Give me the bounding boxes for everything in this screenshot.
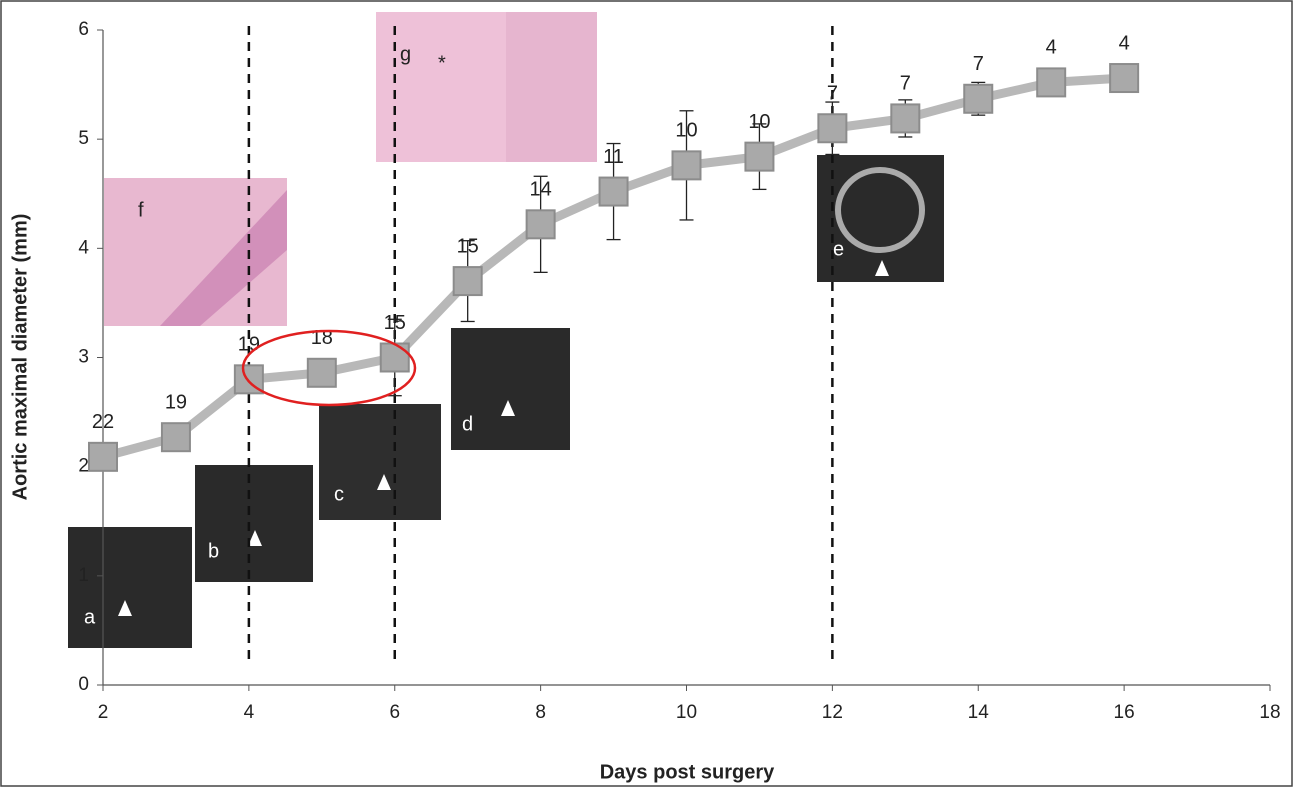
inset-mark: * [438,52,446,74]
x-tick-label: 14 [968,702,990,723]
data-label: 10 [748,111,770,133]
x-tick-label: 6 [389,702,400,723]
y-tick-label: 0 [78,674,89,695]
marker [891,104,919,132]
y-tick-label: 2 [78,456,89,477]
marker [454,267,482,295]
frame [1,1,1292,786]
x-tick-label: 10 [676,702,697,723]
data-label: 4 [1046,37,1057,59]
x-tick-label: 4 [244,702,255,723]
marker [89,443,117,471]
inset-letter: b [208,540,219,562]
x-axis-label: Days post surgery [600,761,775,783]
inset-letter: a [84,606,96,628]
data-label: 15 [457,235,479,257]
marker [381,344,409,372]
marker [964,85,992,113]
y-tick-label: 3 [78,347,89,368]
data-label: 7 [973,53,984,75]
data-label: 7 [827,83,838,105]
inset-letter: d [462,413,473,435]
data-label: 7 [900,73,911,95]
y-tick-label: 6 [78,19,89,40]
data-label: 4 [1119,32,1130,54]
data-label: 10 [675,120,697,142]
marker [1110,64,1138,92]
marker [745,143,773,171]
y-tick-label: 1 [78,565,89,586]
x-tick-label: 18 [1259,702,1280,723]
x-tick-label: 12 [822,702,843,723]
marker [162,423,190,451]
y-axis-label: Aortic maximal diameter (mm) [9,214,31,501]
inset-letter: f [138,199,144,221]
y-tick-label: 4 [78,237,89,258]
x-tick-label: 2 [98,702,109,723]
marker [673,151,701,179]
marker [600,178,628,206]
inset-b [195,465,313,582]
data-label: 19 [238,334,260,356]
marker [308,359,336,387]
inset-a [68,527,192,648]
y-tick-label: 5 [78,128,89,149]
marker [818,114,846,142]
data-label: 11 [603,146,624,168]
x-tick-label: 8 [535,702,546,723]
inset-letter: e [833,238,844,260]
data-label: 19 [165,391,187,413]
data-label: 22 [92,411,114,433]
chart: g * f a b c d e Aortic maximal diameter … [0,0,1293,787]
data-label: 15 [384,312,406,334]
data-label: 14 [530,179,552,201]
marker [527,210,555,238]
x-tick-label: 16 [1114,702,1135,723]
marker [1037,68,1065,96]
inset-letter: c [334,483,344,505]
inset-letter: g [400,43,411,65]
